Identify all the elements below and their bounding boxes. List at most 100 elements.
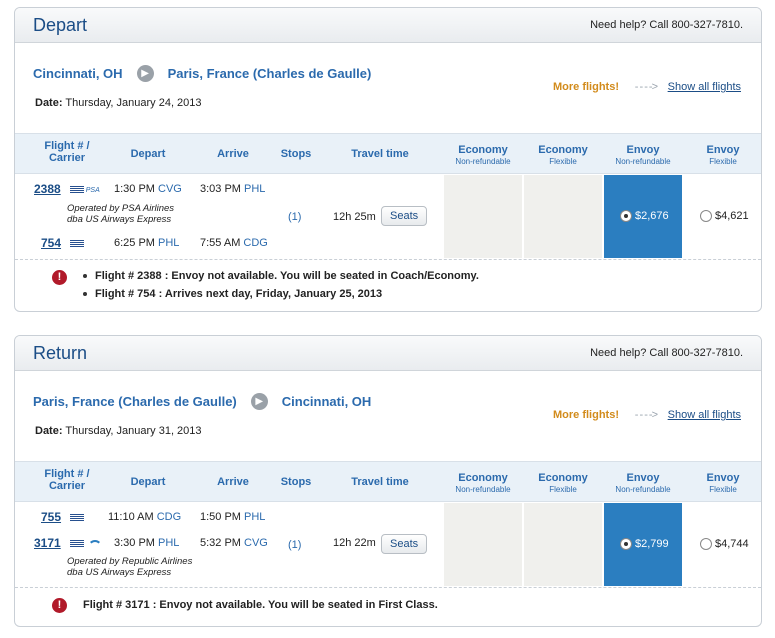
col-econ-flex-title: Economy (538, 472, 588, 484)
fare-economy-flexible (524, 503, 602, 586)
col-stops: Stops (280, 148, 312, 160)
us-flag-icon (69, 186, 84, 195)
fare-price: $4,621 (715, 210, 749, 222)
travel-time: 12h 22m (333, 537, 376, 549)
col-economy-flexible: Economy Flexible (523, 144, 603, 166)
col-econ-nr-title: Economy (458, 144, 508, 156)
fare-envoy-nr-price-wrap: $2,799 (620, 538, 669, 550)
carrier-logo: PSA (85, 186, 100, 194)
airport-code: PHL (158, 537, 180, 549)
col-econ-flex-sub: Flexible (549, 157, 577, 166)
dashed-arrow-icon: - - - -> (634, 409, 658, 421)
fare-envoy-nonrefundable[interactable]: $2,676 (604, 175, 682, 258)
col-econ-nr-sub: Non-refundable (455, 157, 511, 166)
return-panel: Return Need help? Call 800-327-7810. Par… (14, 335, 762, 627)
col-economy-nonrefundable: Economy Non-refundable (443, 472, 523, 494)
flight-number-link[interactable]: 3171 (34, 536, 61, 550)
fare-envoy-flexible[interactable]: $4,621 (684, 175, 761, 258)
note-item: Flight # 754 : Arrives next day, Friday,… (83, 288, 382, 300)
col-envoy-nr-sub: Non-refundable (615, 485, 671, 494)
depart-route: Cincinnati, OH ▶ Paris, France (Charles … (33, 64, 371, 82)
depart-time: 6:25 PM PHL (114, 237, 179, 249)
us-flag-icon (70, 240, 85, 249)
show-all-flights-link[interactable]: Show all flights (667, 81, 741, 93)
travel-time: 12h 25m (333, 211, 376, 223)
operated-line2: dba US Airways Express (67, 214, 172, 225)
fare-table-header: Flight # / Carrier Depart Arrive Stops T… (15, 133, 761, 174)
depart-header-bar: Depart Need help? Call 800-327-7810. (15, 8, 761, 43)
stops-link[interactable]: (1) (288, 539, 302, 551)
fare-economy-nonrefundable (444, 503, 522, 586)
origin-city: Paris, France (Charles de Gaulle) (33, 393, 237, 409)
col-arrive: Arrive (217, 148, 249, 160)
col-flight-line2: Carrier (48, 152, 86, 164)
flight-row: 754 (41, 236, 85, 250)
flight-number-link[interactable]: 754 (41, 236, 62, 250)
time: 5:32 PM (200, 537, 241, 549)
seats-button[interactable]: Seats (381, 534, 428, 554)
depart-time: 11:10 AM CDG (108, 511, 181, 523)
warning-icon: ! (52, 270, 67, 285)
time: 1:50 PM (200, 511, 241, 523)
return-header-bar: Return Need help? Call 800-327-7810. (15, 336, 761, 371)
fare-envoy-nr-price-wrap: $2,676 (620, 210, 669, 222)
fare-radio-selected[interactable] (620, 210, 632, 222)
date-value: Thursday, January 31, 2013 (65, 425, 202, 437)
col-envoy-flex-sub: Flexible (709, 157, 737, 166)
operated-by: Operated by Republic Airlines dba US Air… (67, 556, 192, 578)
col-flight-line1: Flight # / (44, 468, 90, 480)
col-envoy-nonrefundable: Envoy Non-refundable (603, 144, 683, 166)
fare-envoy-flex-price-wrap: $4,744 (700, 538, 749, 550)
time: 3:03 PM (200, 183, 241, 195)
col-envoy-nr-sub: Non-refundable (615, 157, 671, 166)
show-all-flights-link[interactable]: Show all flights (667, 409, 741, 421)
destination-city: Paris, France (Charles de Gaulle) (167, 65, 372, 81)
airport-code: PHL (158, 237, 180, 249)
col-envoy-flex-sub: Flexible (709, 485, 737, 494)
col-envoy-nr-title: Envoy (626, 144, 660, 156)
col-econ-flex-sub: Flexible (549, 485, 577, 494)
fare-radio[interactable] (700, 210, 712, 222)
depart-time: 1:30 PM CVG (114, 183, 182, 195)
flight-notes: ! Flight # 3171 : Envoy not available. Y… (15, 587, 761, 626)
flight-row: 3171 (34, 536, 102, 550)
stops-link[interactable]: (1) (288, 211, 302, 223)
col-travel-time: Travel time (351, 476, 409, 488)
col-stops: Stops (280, 476, 312, 488)
seats-button[interactable]: Seats (381, 206, 428, 226)
date-label: Date: (35, 425, 63, 437)
arrow-right-icon: ▶ (250, 392, 268, 410)
us-flag-icon (69, 540, 84, 549)
airport-code: CVG (158, 183, 182, 195)
arrow-right-icon: ▶ (136, 64, 154, 82)
col-economy-nonrefundable: Economy Non-refundable (443, 144, 523, 166)
time: 7:55 AM (200, 237, 241, 249)
fare-table-header: Flight # / Carrier Depart Arrive Stops T… (15, 461, 761, 502)
fare-economy-flexible (524, 175, 602, 258)
col-economy-flexible: Economy Flexible (523, 472, 603, 494)
time: 1:30 PM (114, 183, 155, 195)
return-date: Date: Thursday, January 31, 2013 (35, 425, 202, 437)
col-envoy-flexible: Envoy Flexible (683, 144, 761, 166)
arrive-time: 3:03 PM PHL (200, 183, 265, 195)
depart-panel: Depart Need help? Call 800-327-7810. Cin… (14, 7, 762, 312)
flight-number-link[interactable]: 2388 (34, 182, 61, 196)
operated-by: Operated by PSA Airlines dba US Airways … (67, 203, 174, 225)
note-text: Flight # 3171 : Envoy not available. You… (83, 599, 438, 611)
arrive-time: 1:50 PM PHL (200, 511, 265, 523)
fare-envoy-nonrefundable[interactable]: $2,799 (604, 503, 682, 586)
date-value: Thursday, January 24, 2013 (65, 97, 202, 109)
bullet-icon (83, 292, 87, 297)
airport-code: PHL (244, 511, 266, 523)
col-travel-time: Travel time (351, 148, 409, 160)
col-depart: Depart (130, 148, 166, 160)
operated-line1: Operated by PSA Airlines (67, 203, 175, 214)
fare-radio-selected[interactable] (620, 538, 632, 550)
col-arrive: Arrive (217, 476, 249, 488)
fare-envoy-flexible[interactable]: $4,744 (684, 503, 761, 586)
fare-radio[interactable] (700, 538, 712, 550)
flight-number-link[interactable]: 755 (41, 510, 62, 524)
dashed-arrow-icon: - - - -> (634, 81, 658, 93)
arrive-time: 7:55 AM CDG (200, 237, 268, 249)
operated-line2: dba US Airways Express (67, 567, 172, 578)
